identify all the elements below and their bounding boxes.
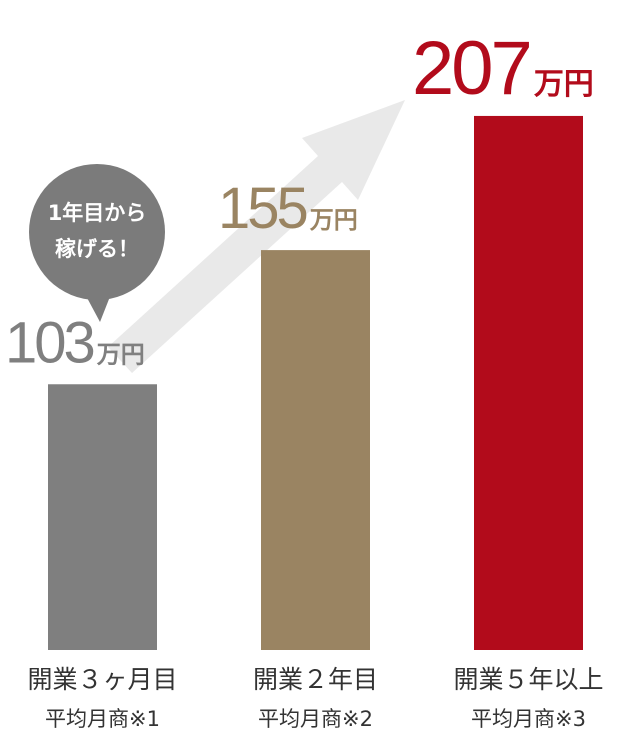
value-unit: 万円 [310,206,358,234]
callout: 1年目から 稼げる！ [29,164,165,322]
value-number: 155 [218,176,307,241]
value-number: 103 [5,310,94,375]
bar [474,115,583,650]
callout-tail [85,294,111,322]
x-tick-label: 開業３ヶ月目 [27,665,177,694]
x-tick-label: 開業５年以上 [453,665,603,694]
x-tick-note: 平均月商※2 [258,707,373,731]
value-number: 207 [412,26,530,111]
x-tick-note: 平均月商※3 [471,707,586,731]
bar [261,250,370,650]
value-label: 207 万円 [412,26,594,111]
bar [48,384,157,650]
value-unit: 万円 [534,67,594,102]
value-label: 155 万円 [218,176,358,241]
callout-bubble [29,164,165,300]
value-unit: 万円 [97,340,145,368]
trend-arrow [108,100,405,373]
callout-text: 稼げる！ [55,237,139,261]
x-tick-label: 開業２年目 [253,665,378,694]
x-tick-note: 平均月商※1 [45,707,160,731]
callout-text: 1年目から [48,201,147,225]
value-label: 103 万円 [5,310,145,375]
